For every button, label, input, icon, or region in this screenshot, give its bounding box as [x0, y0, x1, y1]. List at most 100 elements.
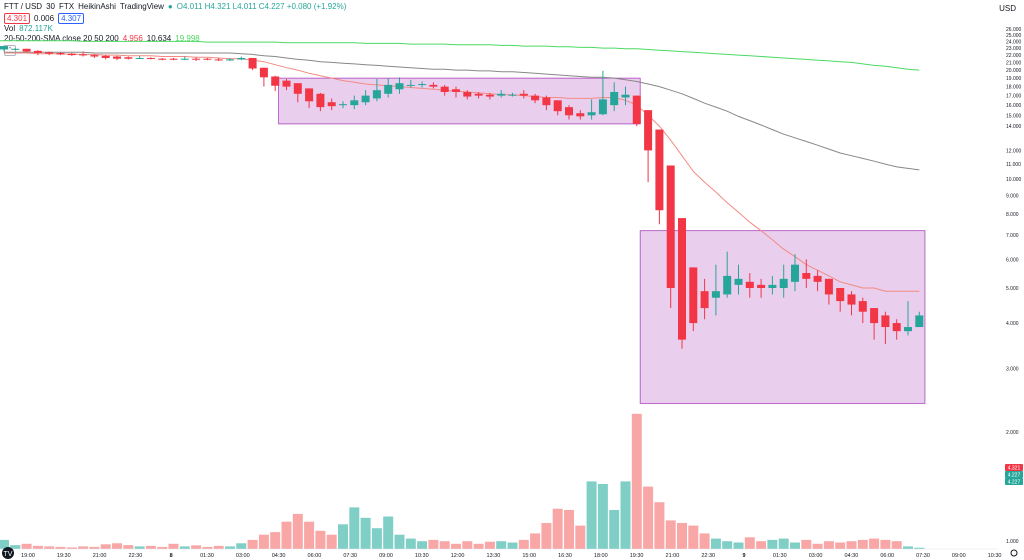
- volume-bar: [213, 545, 224, 549]
- y-tick-label: 8.000: [1006, 212, 1019, 218]
- bid-ask: 4.301 0.006 4.307: [4, 13, 85, 24]
- y-tick-label: 9.000: [1006, 194, 1019, 200]
- volume-bar: [44, 546, 55, 549]
- volume-bar: [10, 545, 21, 549]
- x-tick-label: 12:00: [451, 553, 465, 559]
- volume-bar: [564, 510, 574, 549]
- volume-bar: [100, 544, 111, 549]
- candle: [316, 93, 325, 108]
- volume-bar: [473, 543, 484, 549]
- volume-bar: [846, 541, 857, 549]
- candle: [678, 218, 686, 340]
- volume-bar: [914, 547, 925, 549]
- x-tick-label: 22:30: [701, 553, 715, 559]
- volume-bar: [89, 546, 100, 549]
- volume-bar: [733, 542, 744, 549]
- settings-gear-icon[interactable]: [1010, 549, 1018, 557]
- y-tick-label: 14.000: [1006, 124, 1022, 130]
- x-tick-label: 19:00: [21, 553, 35, 559]
- volume-bar: [112, 543, 122, 549]
- candle: [180, 58, 189, 60]
- x-tick-label: 16:30: [558, 553, 572, 559]
- candle: [101, 55, 110, 58]
- volume-bar: [258, 534, 269, 549]
- candle: [45, 52, 54, 54]
- volume-bar: [812, 543, 823, 549]
- candle: [757, 284, 766, 288]
- volume-bar: [744, 537, 755, 549]
- volume-bar: [530, 533, 541, 549]
- candle: [621, 94, 630, 98]
- candle: [146, 57, 155, 59]
- volume-bar: [247, 539, 258, 549]
- volume-bar: [643, 486, 654, 549]
- x-tick-label: 8: [170, 553, 173, 559]
- symbol-name[interactable]: FTT / USD: [4, 2, 43, 11]
- volume-bar: [236, 543, 247, 549]
- y-tick-label: 26.000: [1006, 27, 1022, 33]
- candle: [406, 84, 415, 86]
- volume-bar: [225, 546, 235, 549]
- y-tick-label: 15.000: [1006, 113, 1022, 119]
- volume-bar: [722, 541, 733, 549]
- volume-bar: [880, 539, 891, 549]
- candle: [519, 93, 528, 96]
- zone-box: [278, 77, 641, 125]
- volume-bar: [439, 541, 450, 549]
- candle: [824, 278, 833, 295]
- sma-legend: 20-50-200-SMA close 20 50 200 4.956 10.6…: [4, 34, 200, 43]
- source: TradingView: [119, 2, 164, 11]
- candle: [452, 89, 460, 92]
- y-tick-label: 7.000: [1006, 233, 1019, 239]
- x-tick-label: 01:30: [773, 553, 787, 559]
- sma50-line: [4, 51, 920, 171]
- volume-bar: [597, 484, 608, 549]
- volume-bar: [710, 538, 721, 549]
- price-badge: [1005, 464, 1023, 471]
- y-tick-label: 24.000: [1006, 39, 1022, 45]
- volume-bar: [371, 528, 382, 549]
- volume-bar: [507, 542, 518, 549]
- candle: [67, 53, 76, 56]
- volume-bar: [869, 538, 880, 549]
- candle: [565, 107, 573, 116]
- candle: [474, 93, 483, 96]
- volume-bar: [157, 546, 168, 549]
- candle: [644, 110, 653, 151]
- volume-bar: [417, 541, 428, 549]
- volume-bar: [620, 481, 631, 549]
- interval[interactable]: 30: [46, 2, 55, 11]
- y-tick-label: 6.000: [1006, 257, 1019, 263]
- candle: [248, 57, 257, 69]
- sma-layer: [0, 40, 920, 292]
- volume-bar: [484, 541, 495, 549]
- volume-bar: [281, 521, 292, 549]
- bid-button[interactable]: 4.301: [4, 13, 31, 24]
- chart-style: HeikinAshi: [78, 2, 116, 11]
- candle: [802, 273, 811, 279]
- time-axis: 19:00 19:30 21:00 22:30 8 01:30 03:00 04:30 06:0…: [0, 548, 1001, 559]
- candle: [214, 59, 223, 61]
- volume-bar: [55, 546, 66, 549]
- volume-bar: [677, 523, 687, 549]
- x-tick-label: 18:00: [594, 553, 608, 559]
- volume-bar: [360, 517, 371, 549]
- volume-bar: [349, 507, 360, 549]
- volume-bar: [665, 520, 676, 549]
- volume-bar: [835, 542, 846, 549]
- ask-button[interactable]: 4.307: [58, 13, 85, 24]
- sma50-value: 10.634: [146, 34, 172, 43]
- candle: [881, 315, 890, 328]
- candle: [226, 59, 234, 61]
- y-tick-label: 20.000: [1006, 68, 1022, 74]
- x-tick-label: 03:00: [809, 553, 823, 559]
- candle: [689, 267, 698, 324]
- volume-bar: [179, 546, 190, 549]
- volume-bar: [609, 510, 620, 549]
- volume-bar: [654, 502, 665, 549]
- candle: [870, 308, 879, 324]
- candle: [745, 281, 754, 288]
- x-tick-label: 07:30: [343, 553, 357, 559]
